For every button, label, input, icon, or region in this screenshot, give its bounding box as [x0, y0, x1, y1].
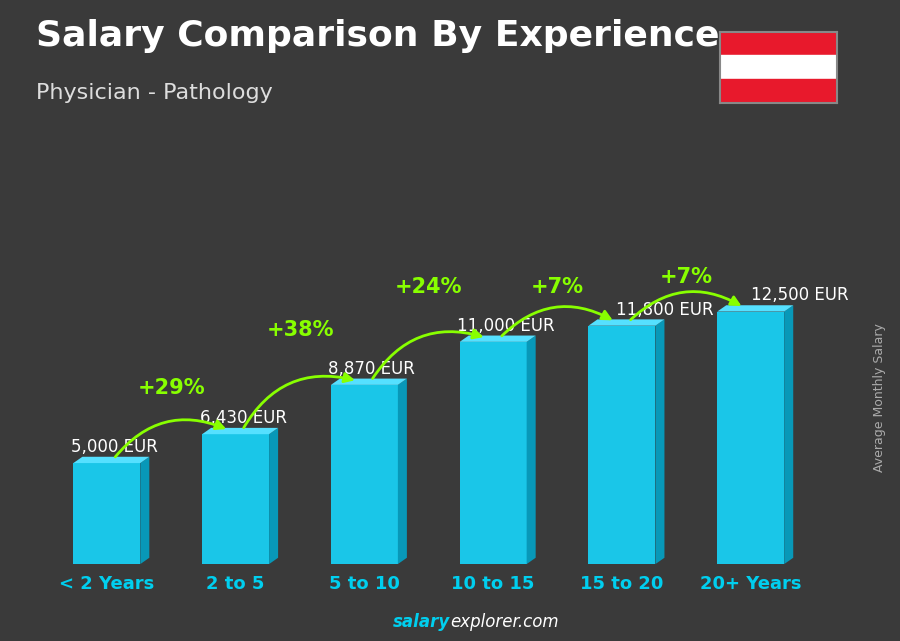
Text: +7%: +7%	[660, 267, 713, 287]
Bar	[720, 55, 837, 79]
Text: +38%: +38%	[266, 320, 334, 340]
Text: salary: salary	[392, 613, 450, 631]
Text: 5,000 EUR: 5,000 EUR	[71, 438, 158, 456]
Text: 12,500 EUR: 12,500 EUR	[751, 287, 849, 304]
Text: 11,800 EUR: 11,800 EUR	[616, 301, 713, 319]
Bar	[720, 32, 837, 56]
Text: Salary Comparison By Experience: Salary Comparison By Experience	[36, 19, 719, 53]
Polygon shape	[460, 335, 536, 342]
Polygon shape	[140, 457, 149, 564]
Polygon shape	[589, 319, 664, 326]
Polygon shape	[269, 428, 278, 564]
Polygon shape	[202, 428, 278, 434]
Polygon shape	[73, 457, 149, 463]
Polygon shape	[655, 319, 664, 564]
Text: 8,870 EUR: 8,870 EUR	[328, 360, 415, 378]
Polygon shape	[526, 335, 536, 564]
Text: 6,430 EUR: 6,430 EUR	[200, 409, 286, 427]
Polygon shape	[784, 305, 793, 564]
Text: +29%: +29%	[138, 378, 205, 398]
Polygon shape	[717, 312, 784, 564]
Polygon shape	[202, 434, 269, 564]
Bar	[720, 79, 837, 103]
Polygon shape	[717, 305, 793, 312]
Polygon shape	[331, 385, 398, 564]
Text: explorer.com: explorer.com	[450, 613, 559, 631]
Text: +24%: +24%	[395, 278, 463, 297]
Text: Physician - Pathology: Physician - Pathology	[36, 83, 273, 103]
Text: 11,000 EUR: 11,000 EUR	[457, 317, 554, 335]
Polygon shape	[460, 342, 526, 564]
Text: +7%: +7%	[531, 278, 584, 297]
Polygon shape	[589, 326, 655, 564]
Polygon shape	[331, 379, 407, 385]
Polygon shape	[398, 379, 407, 564]
Text: Average Monthly Salary: Average Monthly Salary	[874, 323, 886, 472]
Polygon shape	[73, 463, 140, 564]
